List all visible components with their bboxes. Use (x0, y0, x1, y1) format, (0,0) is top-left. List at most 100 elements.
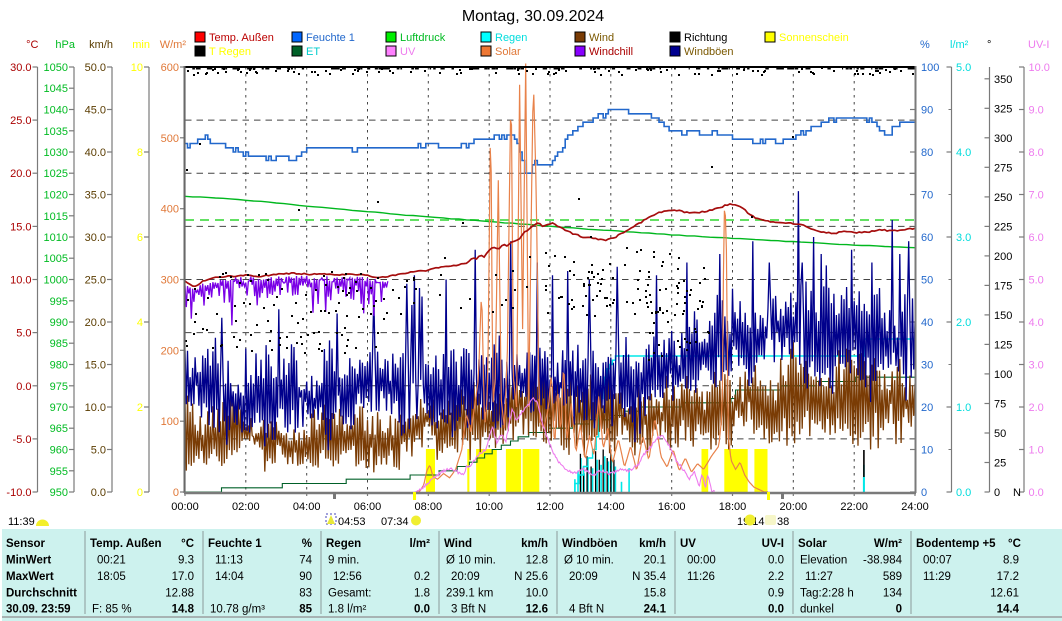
svg-text:14.4: 14.4 (997, 604, 1020, 616)
svg-text:30.0: 30.0 (10, 62, 31, 74)
svg-text:2.0: 2.0 (956, 317, 971, 329)
svg-text:20: 20 (921, 402, 933, 414)
svg-text:16:00: 16:00 (658, 501, 686, 513)
svg-text:0.0: 0.0 (956, 487, 971, 499)
svg-text:11:26: 11:26 (687, 571, 715, 583)
svg-text:24.1: 24.1 (644, 604, 667, 616)
svg-text:N 35.4: N 35.4 (632, 571, 666, 583)
svg-text:W/m²: W/m² (160, 39, 187, 51)
svg-text:04:00: 04:00 (293, 501, 321, 513)
svg-text:Solar: Solar (798, 538, 827, 550)
svg-text:950: 950 (50, 487, 68, 499)
svg-text:ET: ET (306, 46, 320, 58)
svg-text:04:53: 04:53 (338, 516, 366, 528)
svg-text:0.0: 0.0 (1029, 487, 1044, 499)
svg-text:24:00: 24:00 (901, 501, 929, 513)
svg-text:Regen: Regen (326, 538, 361, 550)
svg-text:125: 125 (994, 339, 1012, 351)
svg-text:2.2: 2.2 (768, 571, 784, 583)
svg-text:UV: UV (680, 538, 696, 550)
svg-text:90: 90 (299, 571, 312, 583)
svg-text:975: 975 (50, 381, 68, 393)
svg-text:7.0: 7.0 (1029, 190, 1044, 202)
svg-text:Temp. Außen: Temp. Außen (90, 538, 162, 550)
svg-text:0: 0 (896, 604, 902, 616)
svg-text:W/m²: W/m² (874, 538, 902, 550)
svg-text:45.0: 45.0 (85, 105, 106, 117)
svg-text:20:09: 20:09 (569, 571, 598, 583)
svg-text:00:00: 00:00 (687, 555, 716, 567)
svg-text:965: 965 (50, 423, 68, 435)
svg-text:0.9: 0.9 (768, 588, 784, 600)
svg-text:18:00: 18:00 (719, 501, 747, 513)
svg-text:10.78 g/m³: 10.78 g/m³ (210, 604, 265, 616)
svg-text:17.0: 17.0 (172, 571, 194, 583)
svg-text:0: 0 (137, 487, 143, 499)
svg-text:14:00: 14:00 (597, 501, 625, 513)
svg-text:Windböen: Windböen (684, 46, 734, 58)
svg-text:8.9: 8.9 (1003, 555, 1019, 567)
svg-text:955: 955 (50, 466, 68, 478)
svg-text:Richtung: Richtung (684, 32, 727, 44)
svg-text:25.0: 25.0 (85, 275, 106, 287)
svg-text:-5.0: -5.0 (13, 434, 32, 446)
svg-text:%: % (302, 538, 312, 550)
svg-text:00:07: 00:07 (923, 555, 952, 567)
svg-text:20:09: 20:09 (451, 571, 480, 583)
svg-text:990: 990 (50, 317, 68, 329)
svg-text:Feuchte 1: Feuchte 1 (306, 32, 355, 44)
svg-text:9 min.: 9 min. (328, 555, 359, 567)
svg-text:15.0: 15.0 (85, 360, 106, 372)
svg-text:00:21: 00:21 (97, 555, 126, 567)
svg-text:4: 4 (137, 317, 143, 329)
svg-text:2.0: 2.0 (1029, 402, 1044, 414)
svg-text:30: 30 (921, 360, 933, 372)
svg-text:175: 175 (994, 280, 1012, 292)
svg-text:50: 50 (921, 275, 933, 287)
svg-text:12:56: 12:56 (333, 571, 362, 583)
svg-text:08:00: 08:00 (415, 501, 443, 513)
svg-text:Ø 10 min.: Ø 10 min. (564, 555, 614, 567)
svg-text:02:00: 02:00 (232, 501, 260, 513)
svg-text:10.0: 10.0 (1029, 62, 1050, 74)
svg-text:10.0: 10.0 (10, 275, 31, 287)
svg-text:Bodentemp +5: Bodentemp +5 (916, 538, 996, 550)
svg-text:300: 300 (994, 133, 1012, 145)
svg-text:1020: 1020 (44, 190, 68, 202)
svg-text:Ø 10 min.: Ø 10 min. (446, 555, 496, 567)
svg-text:12:00: 12:00 (536, 501, 564, 513)
svg-text:6.0: 6.0 (1029, 232, 1044, 244)
svg-text:MinWert: MinWert (6, 555, 51, 567)
svg-text:0.2: 0.2 (414, 571, 430, 583)
svg-text:5.0: 5.0 (16, 328, 31, 340)
svg-text:N 25.6: N 25.6 (514, 571, 548, 583)
svg-text:20.1: 20.1 (644, 555, 666, 567)
svg-text:Feuchte 1: Feuchte 1 (208, 538, 262, 550)
svg-text:8: 8 (137, 147, 143, 159)
svg-text:0.0: 0.0 (414, 604, 430, 616)
svg-text:1050: 1050 (44, 62, 68, 74)
svg-text:F: 85 %: F: 85 % (92, 604, 132, 616)
svg-text:hPa: hPa (55, 39, 75, 51)
svg-text:10.0: 10.0 (526, 588, 548, 600)
svg-text:1015: 1015 (44, 211, 68, 223)
svg-text:134: 134 (883, 588, 903, 600)
svg-text:3 Bft N: 3 Bft N (451, 604, 486, 616)
svg-text:2: 2 (137, 402, 143, 414)
svg-text:Montag, 30.09.2024: Montag, 30.09.2024 (462, 8, 604, 25)
svg-text:12.8: 12.8 (526, 555, 548, 567)
svg-text:30.09. 23:59: 30.09. 23:59 (6, 604, 71, 616)
svg-text:Solar: Solar (495, 46, 521, 58)
svg-text:5.0: 5.0 (91, 445, 106, 457)
svg-text:10: 10 (131, 62, 143, 74)
svg-text:239.1 km: 239.1 km (446, 588, 493, 600)
svg-text:14:04: 14:04 (215, 571, 244, 583)
svg-text:589: 589 (883, 571, 902, 583)
svg-text:4 Bft N: 4 Bft N (569, 604, 604, 616)
svg-text:14.8: 14.8 (172, 604, 195, 616)
svg-text:12.88: 12.88 (165, 588, 194, 600)
svg-text:1045: 1045 (44, 83, 68, 95)
svg-text:9.3: 9.3 (178, 555, 194, 567)
svg-text:0: 0 (173, 487, 179, 499)
svg-text:100: 100 (161, 416, 179, 428)
